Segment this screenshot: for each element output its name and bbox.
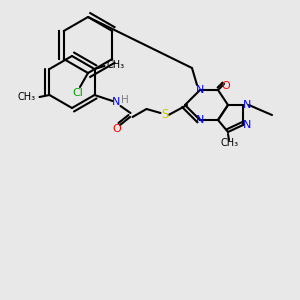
Text: S: S: [161, 109, 168, 122]
Text: O: O: [112, 124, 121, 134]
Text: O: O: [222, 81, 230, 91]
Text: H: H: [121, 95, 128, 105]
Text: N: N: [243, 100, 251, 110]
Text: N: N: [112, 97, 121, 107]
Text: N: N: [196, 85, 204, 95]
Text: CH₃: CH₃: [17, 92, 35, 102]
Text: N: N: [243, 120, 251, 130]
Text: CH₃: CH₃: [106, 60, 124, 70]
Text: CH₃: CH₃: [221, 138, 239, 148]
Text: N: N: [196, 115, 204, 125]
Text: Cl: Cl: [73, 88, 83, 98]
